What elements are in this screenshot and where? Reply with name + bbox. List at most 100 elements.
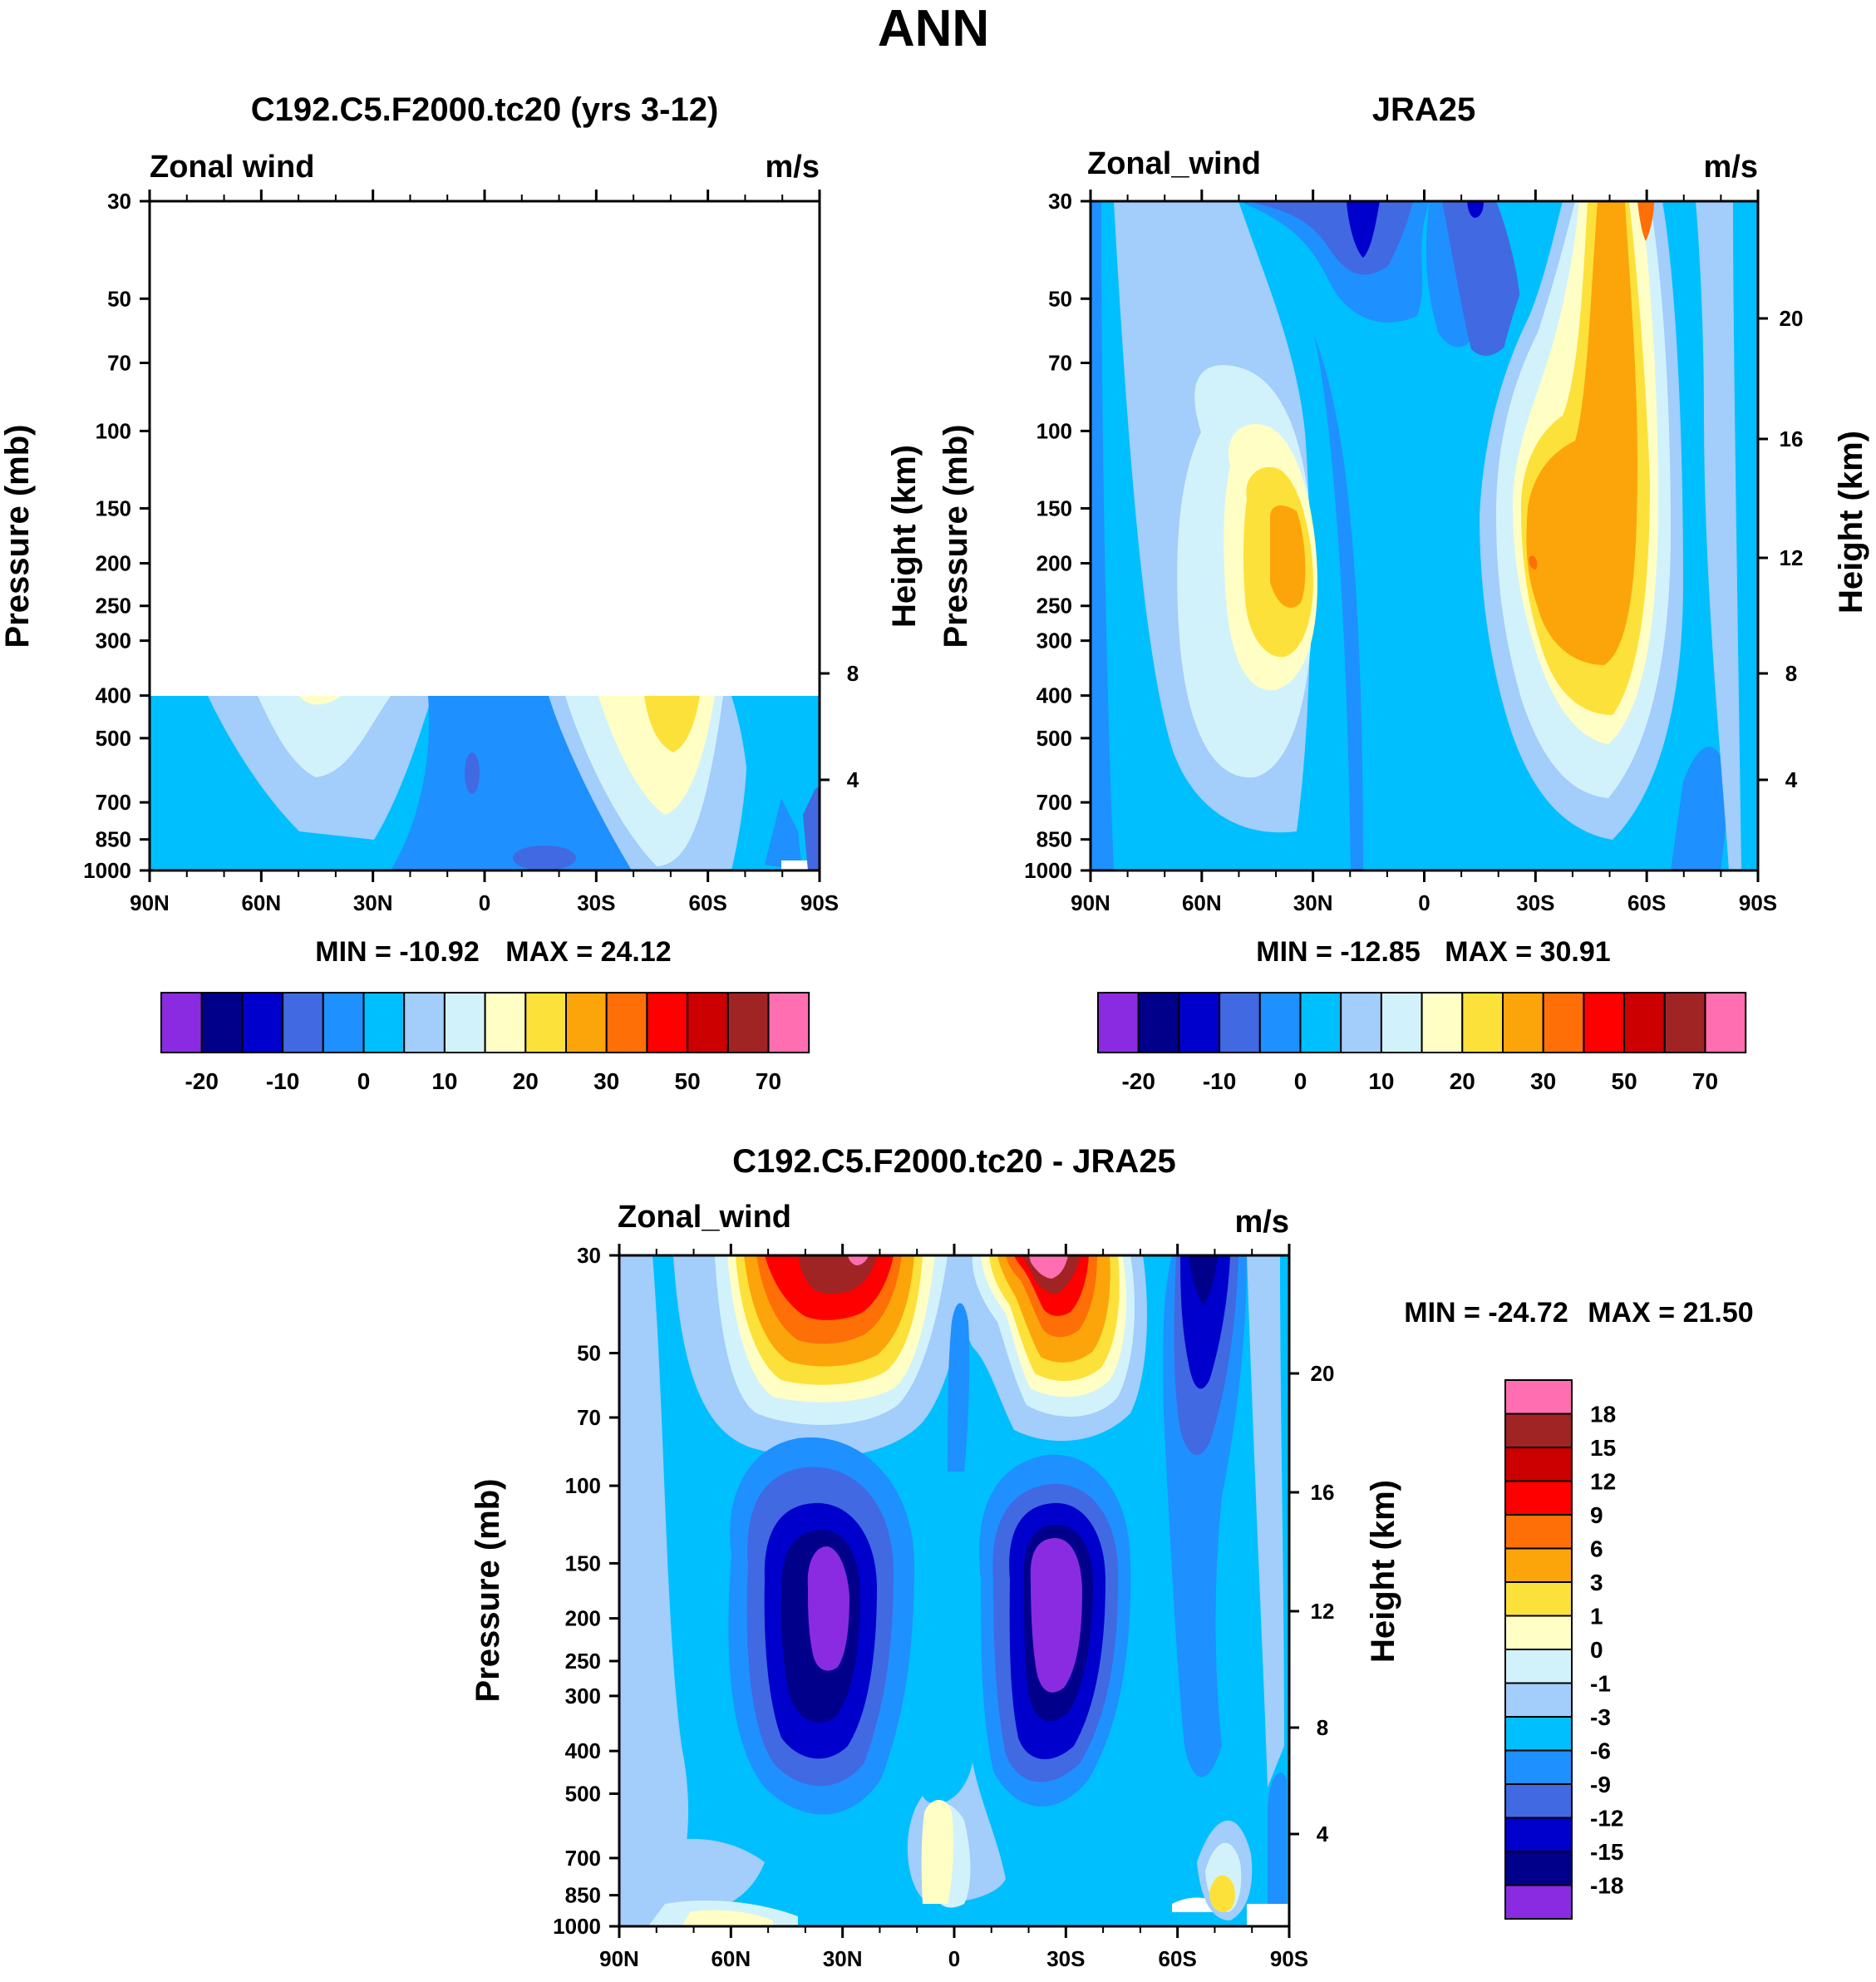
colorbar-label: 30 (593, 1068, 619, 1094)
panel-model-ticks: 30 50 70 100 150 200 250 300 400 500 700 850 1000 90N… (83, 189, 859, 915)
colorbar-box (1704, 992, 1747, 1053)
y-tick-label: 400 (1036, 683, 1072, 708)
y-tick-label: 70 (1048, 351, 1072, 376)
x-tick-label: 60S (1159, 1946, 1197, 1971)
y2-tick-label: 12 (1311, 1599, 1335, 1624)
colorbar-box (241, 992, 284, 1053)
colorbar-box (1504, 1783, 1573, 1819)
p1-fill-n (803, 786, 820, 870)
x-tick-label: 90S (1739, 890, 1777, 915)
colorbar-label: 18 (1590, 1402, 1616, 1427)
p2-fill-n (1467, 201, 1484, 218)
colorbar-box (1258, 992, 1302, 1053)
colorbar-box (1504, 1581, 1573, 1617)
panel-obs-ticks: 305070100150200250300400500700850100090N… (1024, 189, 1803, 915)
colorbar-box (1097, 992, 1140, 1053)
x-tick-label: 90N (130, 890, 170, 915)
colorbar-box (646, 992, 689, 1053)
colorbar-box (1542, 992, 1585, 1053)
panel-diff-max: MAX = 21.50 (1588, 1297, 1753, 1329)
panel-diff-min: MIN = -24.72 (1404, 1297, 1568, 1329)
panel-model-colorbar: -20 -10 0 10 20 30 50 70 (160, 992, 810, 1094)
colorbar-box (1504, 1649, 1573, 1684)
x-tick-label: 30N (823, 1946, 863, 1971)
y-tick-label: 400 (96, 683, 131, 708)
x-tick-label: 90N (599, 1946, 639, 1971)
p1-fill-c (299, 696, 341, 705)
y-tick-label: 150 (565, 1551, 601, 1575)
colorbar-label: 0 (357, 1068, 371, 1094)
panel-obs: JRA25 Zonal_wind m/s (938, 91, 1869, 1094)
p2-fill-w (1671, 747, 1727, 870)
y2-tick-label: 8 (847, 661, 859, 686)
y-tick-label: 250 (565, 1649, 601, 1674)
colorbar-label: 50 (1612, 1068, 1637, 1094)
panel-model-y2label: Height (km) (886, 445, 923, 628)
colorbar-box (726, 992, 770, 1053)
p1-fill-h (644, 696, 700, 752)
p3-fill-au (1247, 1904, 1289, 1926)
p2-fill-k (1347, 201, 1380, 258)
p3-fill-ao (1247, 1255, 1284, 1787)
x-tick-label: 0 (479, 890, 490, 915)
p2-fill-x (1733, 201, 1758, 870)
y-tick-label: 150 (1036, 496, 1072, 520)
colorbar-box (687, 992, 729, 1053)
colorbar-label: 1 (1590, 1604, 1603, 1629)
colorbar-label: 0 (1590, 1637, 1603, 1663)
colorbar-box (1504, 1749, 1573, 1785)
colorbar-box (403, 992, 446, 1053)
colorbar-label: -10 (1203, 1068, 1236, 1094)
y2-tick-label: 12 (1780, 545, 1804, 570)
colorbar-box (1178, 992, 1221, 1053)
colorbar-label: 20 (513, 1068, 539, 1094)
colorbar-label: -20 (1121, 1068, 1155, 1094)
p3-fill-ab (807, 1546, 849, 1671)
colorbar-box (1504, 1682, 1573, 1718)
colorbar-label: 10 (1368, 1068, 1394, 1094)
colorbar-label: -9 (1590, 1772, 1611, 1797)
panel-obs-units: m/s (1704, 150, 1758, 185)
colorbar-label: -1 (1590, 1671, 1611, 1697)
panel-diff-units: m/s (1235, 1205, 1289, 1240)
p3-fill-ap (1268, 1772, 1287, 1926)
page-title: ANN (878, 0, 989, 57)
p2-fill-t (1526, 201, 1637, 665)
colorbar-box (1504, 1447, 1573, 1482)
x-tick-label: 30S (1516, 890, 1554, 915)
p3-fill-aj (921, 1800, 954, 1904)
panel-model-max: MAX = 24.12 (505, 936, 671, 968)
p3-fill-an (1189, 1255, 1218, 1305)
colorbar-box (1583, 992, 1626, 1053)
y-tick-label: 70 (577, 1405, 601, 1430)
y2-tick-label: 16 (1780, 426, 1804, 451)
colorbar-box (282, 992, 324, 1053)
y-tick-label: 700 (96, 790, 131, 815)
panel-diff-y2label: Height (km) (1365, 1480, 1401, 1663)
colorbar-box (484, 992, 527, 1053)
x-tick-label: 0 (948, 1946, 960, 1971)
y-tick-label: 1000 (553, 1914, 601, 1939)
colorbar-label: 9 (1590, 1502, 1603, 1528)
panel-obs-max: MAX = 30.91 (1445, 936, 1610, 968)
y2-tick-label: 4 (1317, 1822, 1329, 1846)
colorbar-box (767, 992, 810, 1053)
x-tick-label: 60S (1627, 890, 1666, 915)
x-tick-label: 60S (689, 890, 727, 915)
colorbar-box (1504, 1851, 1573, 1886)
y2-tick-label: 20 (1780, 306, 1804, 331)
p1-fill-b (258, 696, 391, 777)
colorbar-label: 3 (1590, 1570, 1603, 1595)
panel-diff-colorbar: 18 15 12 9 6 3 1 0 -1 -3 -6 -9 -12 -15 -18 (1504, 1379, 1623, 1920)
colorbar-box (565, 992, 608, 1053)
panel-diff: C192.C5.F2000.tc20 - JRA25 Zonal_wind m/… (470, 1143, 1754, 1971)
p1-fill-k (465, 752, 480, 794)
colorbar-box (1504, 1615, 1573, 1650)
colorbar-box (1504, 1547, 1573, 1583)
p3-fill-ag (1030, 1538, 1082, 1693)
p3-fill-at (1209, 1875, 1235, 1912)
colorbar-box (605, 992, 648, 1053)
panel-obs-contours (1091, 201, 1758, 870)
panel-model: C192.C5.F2000.tc20 (yrs 3-12) Zonal wind… (0, 91, 923, 1094)
